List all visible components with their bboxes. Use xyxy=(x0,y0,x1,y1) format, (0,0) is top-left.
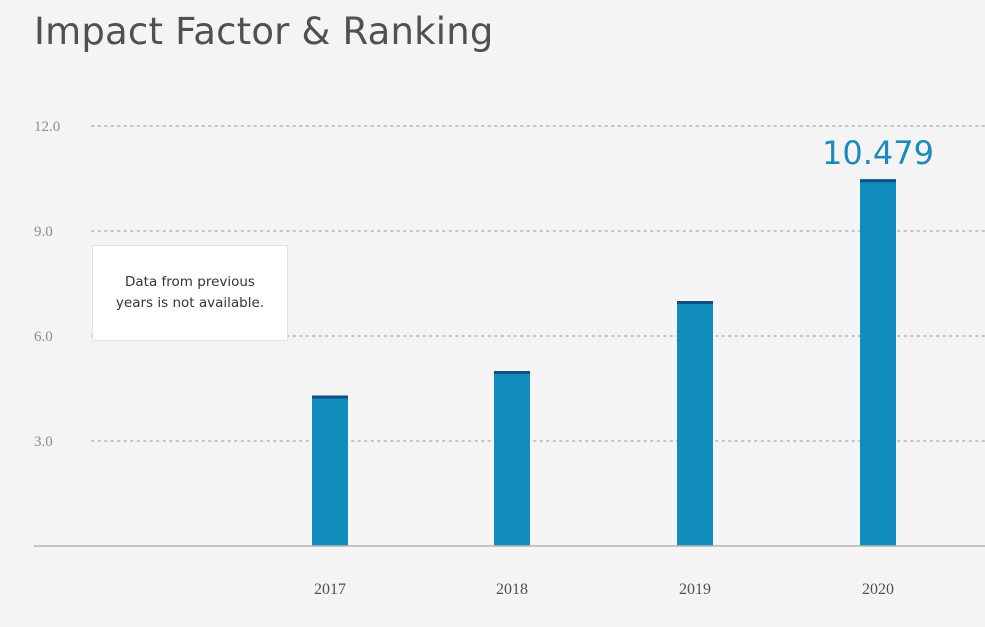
x-tick-label: 2017 xyxy=(314,581,346,598)
bar-2019 xyxy=(677,301,713,546)
y-axis-ticks: 3.0 6.0 9.0 12.0 xyxy=(34,119,60,450)
bar-cap xyxy=(860,179,896,183)
no-previous-data-note: Data from previous years is not availabl… xyxy=(92,245,288,341)
y-tick-label: 3.0 xyxy=(34,434,53,450)
value-label: 10.479 xyxy=(822,134,934,172)
y-tick-label: 6.0 xyxy=(34,329,53,345)
bar-cap xyxy=(494,371,530,374)
x-tick-label: 2018 xyxy=(496,581,528,598)
bars xyxy=(312,179,896,547)
x-tick-label: 2020 xyxy=(862,581,894,598)
bar-2017 xyxy=(312,395,348,546)
note-text: Data from previous years is not availabl… xyxy=(115,274,265,311)
bar-cap xyxy=(312,395,348,399)
value-labels: 10.479 xyxy=(822,134,934,172)
page-title: Impact Factor & Ranking xyxy=(34,10,494,53)
y-tick-label: 12.0 xyxy=(34,119,60,135)
bar-2018 xyxy=(494,371,530,546)
x-axis-labels: 2017 2018 2019 2020 xyxy=(314,581,894,598)
bar-2020 xyxy=(860,179,896,547)
y-tick-label: 9.0 xyxy=(34,224,53,240)
bar-cap xyxy=(677,301,713,304)
x-tick-label: 2019 xyxy=(679,581,711,598)
